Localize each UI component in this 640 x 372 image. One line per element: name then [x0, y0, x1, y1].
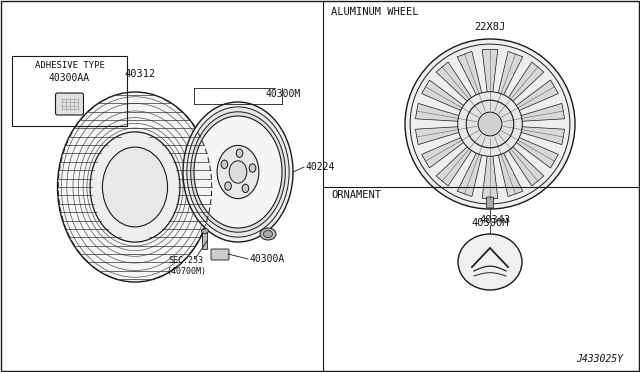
Ellipse shape — [221, 160, 228, 169]
FancyBboxPatch shape — [56, 93, 83, 115]
Text: 40312: 40312 — [124, 69, 156, 79]
Polygon shape — [415, 103, 477, 122]
Ellipse shape — [217, 145, 259, 199]
Polygon shape — [482, 49, 498, 110]
Polygon shape — [498, 62, 544, 114]
Ellipse shape — [458, 234, 522, 290]
Text: SEC.253
(40700M): SEC.253 (40700M) — [166, 256, 206, 276]
Text: 40300AA: 40300AA — [49, 73, 90, 83]
Polygon shape — [422, 130, 479, 168]
Ellipse shape — [249, 164, 256, 172]
Polygon shape — [501, 80, 558, 118]
Ellipse shape — [264, 231, 273, 237]
Text: 40300M: 40300M — [266, 89, 301, 99]
Ellipse shape — [236, 149, 243, 157]
Text: 22X8J: 22X8J — [474, 22, 506, 32]
Ellipse shape — [458, 92, 522, 156]
Ellipse shape — [260, 228, 276, 240]
Ellipse shape — [202, 228, 209, 234]
Text: ALUMINUM WHEEL: ALUMINUM WHEEL — [331, 7, 419, 17]
Ellipse shape — [242, 184, 249, 193]
Polygon shape — [457, 137, 486, 196]
Ellipse shape — [225, 182, 232, 190]
Text: 40343: 40343 — [479, 215, 511, 225]
Polygon shape — [501, 130, 558, 168]
Ellipse shape — [405, 39, 575, 209]
Polygon shape — [498, 134, 544, 186]
Text: ORNAMENT: ORNAMENT — [331, 190, 381, 200]
Polygon shape — [415, 126, 477, 145]
Ellipse shape — [58, 92, 212, 282]
Polygon shape — [436, 134, 482, 186]
FancyBboxPatch shape — [211, 249, 229, 260]
Ellipse shape — [229, 161, 247, 183]
Polygon shape — [503, 126, 564, 145]
Polygon shape — [494, 137, 523, 196]
Polygon shape — [494, 51, 523, 112]
Ellipse shape — [102, 147, 168, 227]
Polygon shape — [503, 103, 564, 122]
FancyBboxPatch shape — [486, 197, 493, 208]
FancyBboxPatch shape — [202, 232, 207, 250]
Ellipse shape — [194, 116, 282, 228]
Text: ADHESIVE TYPE: ADHESIVE TYPE — [35, 61, 104, 70]
Text: 40300M: 40300M — [471, 218, 509, 228]
Ellipse shape — [466, 100, 514, 148]
Polygon shape — [457, 51, 486, 112]
Text: 40300A: 40300A — [250, 254, 285, 264]
Ellipse shape — [90, 132, 180, 242]
Bar — [12, 56, 127, 126]
Ellipse shape — [191, 112, 285, 232]
Ellipse shape — [410, 44, 570, 204]
Polygon shape — [422, 80, 479, 118]
Ellipse shape — [187, 107, 289, 237]
Text: J433025Y: J433025Y — [577, 354, 623, 364]
Polygon shape — [482, 138, 498, 198]
Ellipse shape — [183, 102, 293, 242]
Text: 40224: 40224 — [306, 162, 335, 172]
Polygon shape — [436, 62, 482, 114]
Ellipse shape — [478, 112, 502, 136]
